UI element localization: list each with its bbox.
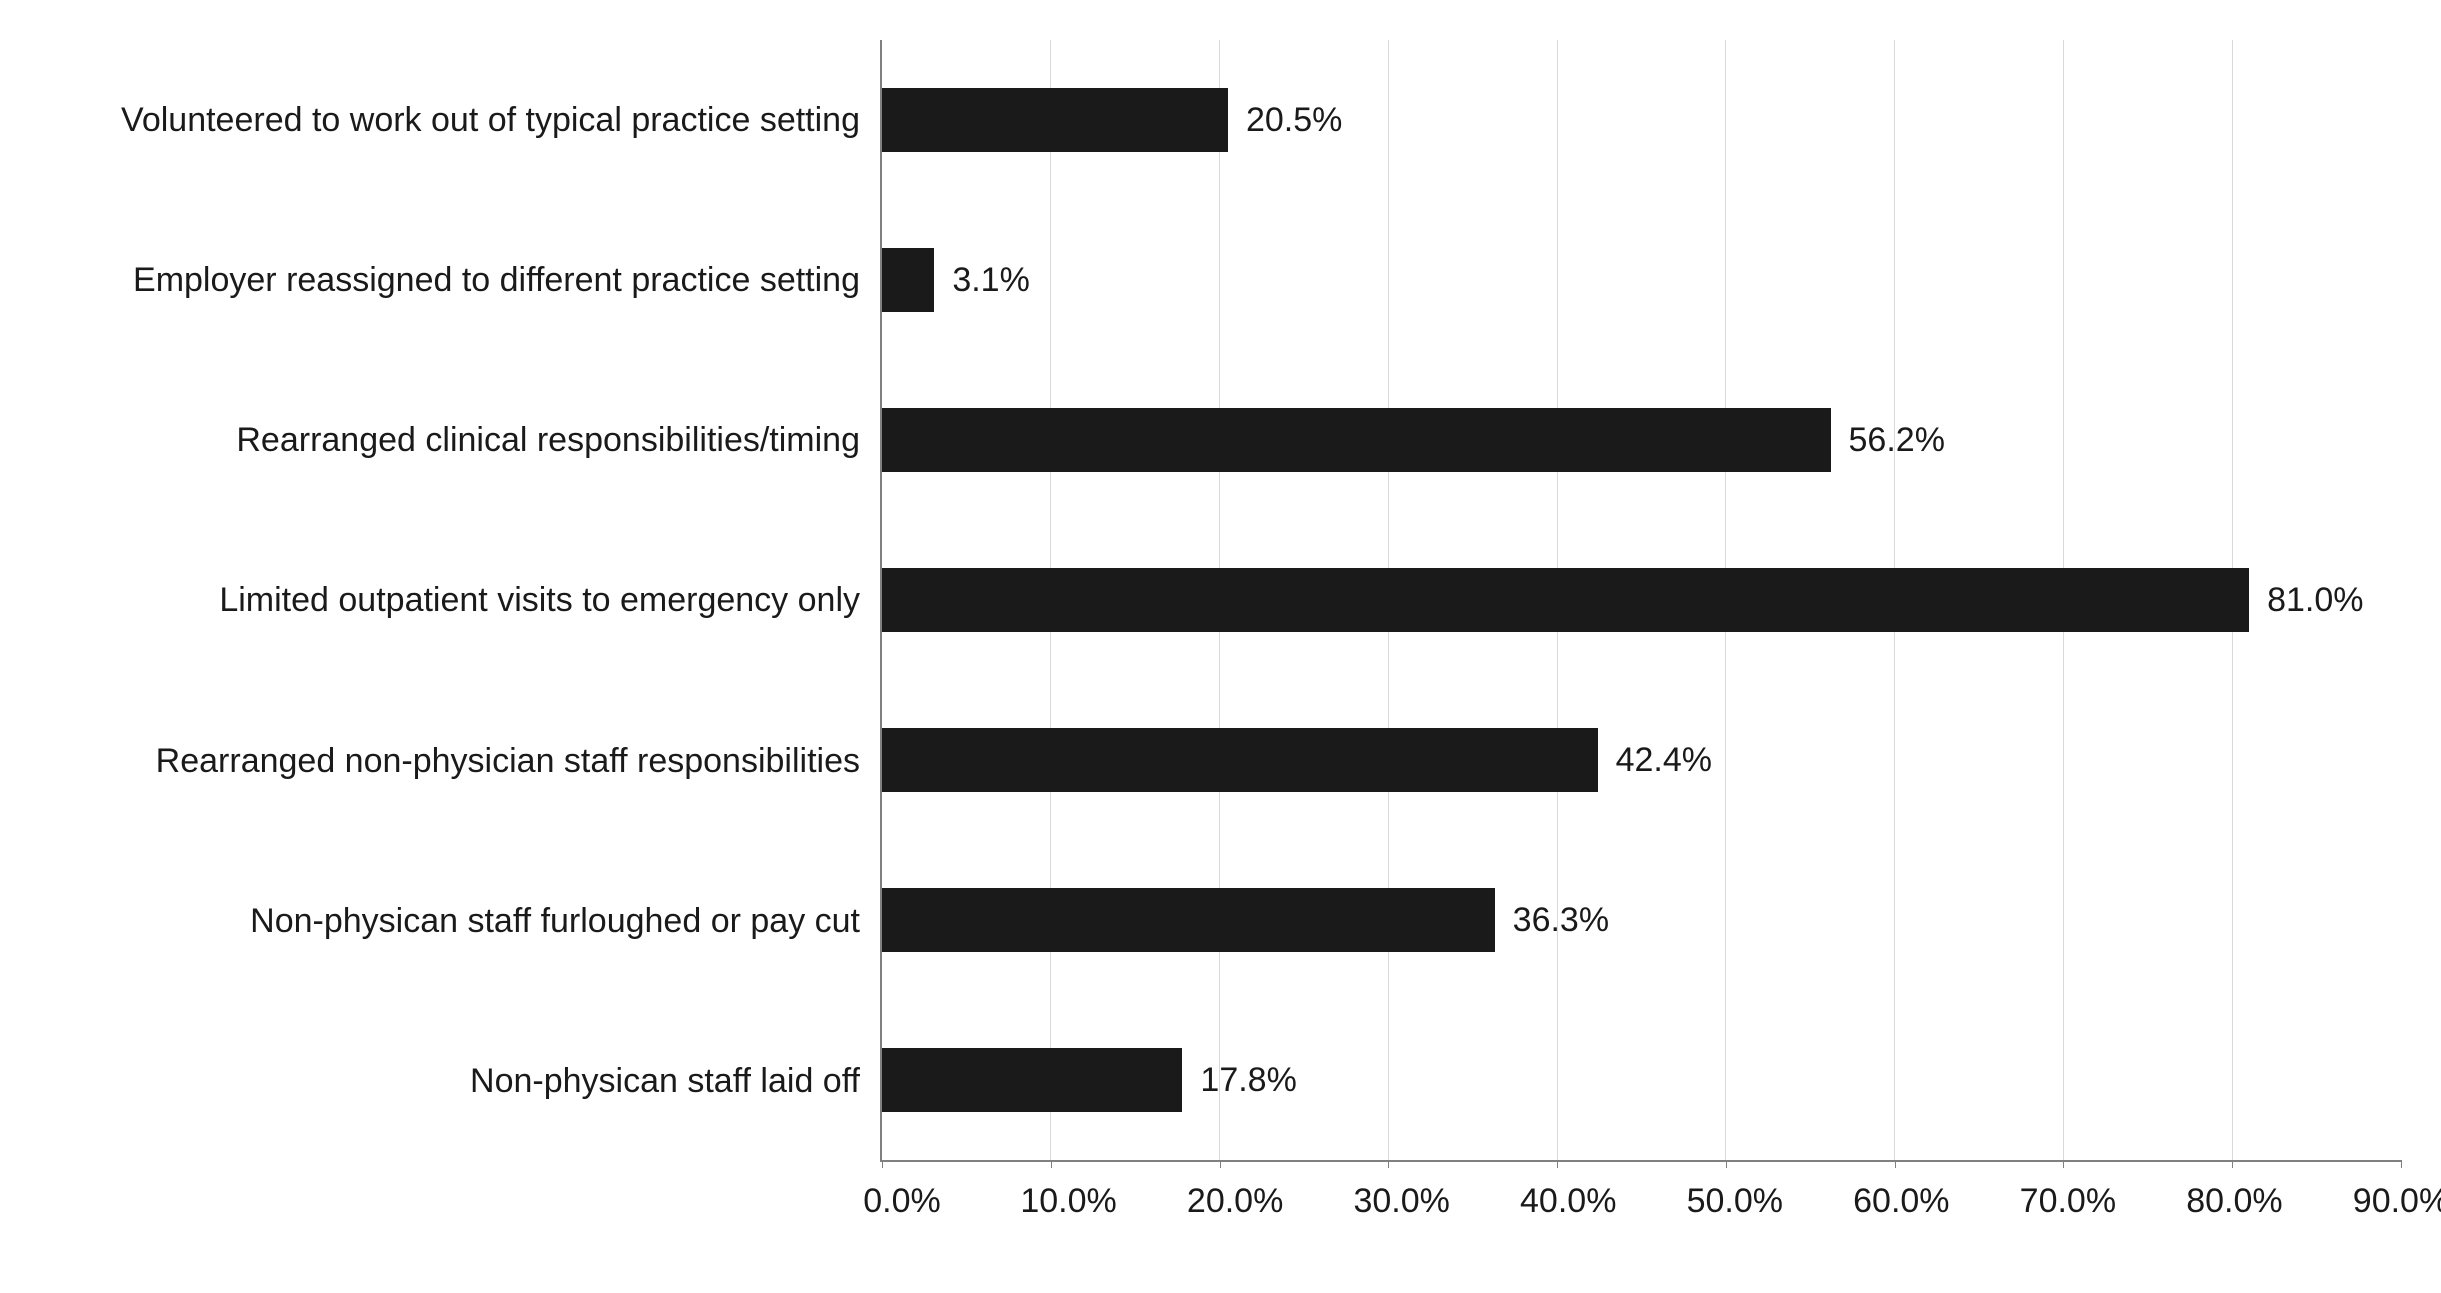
bar bbox=[882, 1048, 1182, 1112]
bar bbox=[882, 728, 1598, 792]
bar bbox=[882, 888, 1495, 952]
x-tick-label: 80.0% bbox=[2186, 1182, 2282, 1221]
bar-value-label: 36.3% bbox=[1513, 901, 1609, 940]
bar-row: 20.5% bbox=[882, 40, 2401, 200]
x-axis-spacer bbox=[40, 1174, 902, 1224]
bar bbox=[882, 248, 934, 312]
x-tick-label: 70.0% bbox=[2020, 1182, 2116, 1221]
x-tick-label: 10.0% bbox=[1020, 1182, 1116, 1221]
x-tick-mark bbox=[2401, 1160, 2402, 1168]
y-axis-label: Rearranged clinical responsibilities/tim… bbox=[40, 361, 860, 521]
bar bbox=[882, 568, 2249, 632]
horizontal-bar-chart: Volunteered to work out of typical pract… bbox=[40, 40, 2401, 1224]
x-tick-label: 60.0% bbox=[1853, 1182, 1949, 1221]
bar-value-label: 81.0% bbox=[2267, 581, 2363, 620]
y-axis-label: Volunteered to work out of typical pract… bbox=[40, 40, 860, 200]
x-tick-mark bbox=[1726, 1160, 1727, 1168]
bar-row: 17.8% bbox=[882, 1000, 2401, 1160]
x-tick-mark bbox=[1895, 1160, 1896, 1168]
bar bbox=[882, 408, 1831, 472]
bar-row: 3.1% bbox=[882, 200, 2401, 360]
x-tick-mark bbox=[1557, 1160, 1558, 1168]
bar-row: 56.2% bbox=[882, 360, 2401, 520]
x-tick-mark bbox=[882, 1160, 883, 1168]
bar-value-label: 42.4% bbox=[1616, 741, 1712, 780]
x-tick-label: 50.0% bbox=[1687, 1182, 1783, 1221]
x-tick-mark bbox=[1220, 1160, 1221, 1168]
y-axis-label: Employer reassigned to different practic… bbox=[40, 200, 860, 360]
x-axis: 0.0% 10.0% 20.0% 30.0% 40.0% 50.0% 60.0% 70.0% 8… bbox=[40, 1174, 2401, 1224]
x-tick-label: 30.0% bbox=[1353, 1182, 1449, 1221]
bars-group: 20.5% 3.1% 56.2% 81.0% 42.4% 36.3% 17.8% bbox=[882, 40, 2401, 1160]
plot-area: 20.5% 3.1% 56.2% 81.0% 42.4% 36.3% 17.8% bbox=[880, 40, 2401, 1162]
y-axis-label: Rearranged non-physician staff responsib… bbox=[40, 681, 860, 841]
y-axis-label: Non-physican staff laid off bbox=[40, 1002, 860, 1162]
bar-value-label: 56.2% bbox=[1849, 421, 1945, 460]
y-axis-label: Limited outpatient visits to emergency o… bbox=[40, 521, 860, 681]
bar-value-label: 3.1% bbox=[952, 261, 1030, 300]
x-tick-mark bbox=[1051, 1160, 1052, 1168]
x-tick-label: 90.0% bbox=[2353, 1182, 2441, 1221]
x-tick-label: 20.0% bbox=[1187, 1182, 1283, 1221]
bar-row: 81.0% bbox=[882, 520, 2401, 680]
bar-row: 42.4% bbox=[882, 680, 2401, 840]
chart-area: Volunteered to work out of typical pract… bbox=[40, 40, 2401, 1162]
bar-value-label: 20.5% bbox=[1246, 101, 1342, 140]
bar bbox=[882, 88, 1228, 152]
y-axis-labels: Volunteered to work out of typical pract… bbox=[40, 40, 880, 1162]
x-tick-mark bbox=[1388, 1160, 1389, 1168]
bar-row: 36.3% bbox=[882, 840, 2401, 1000]
x-tick-label: 0.0% bbox=[863, 1182, 941, 1221]
x-tick-label: 40.0% bbox=[1520, 1182, 1616, 1221]
x-axis-ticks: 0.0%10.0%20.0%30.0%40.0%50.0%60.0%70.0%8… bbox=[902, 1174, 2401, 1224]
x-tick-mark bbox=[2232, 1160, 2233, 1168]
y-axis-label: Non-physican staff furloughed or pay cut bbox=[40, 842, 860, 1002]
x-tick-mark bbox=[2063, 1160, 2064, 1168]
bar-value-label: 17.8% bbox=[1200, 1061, 1296, 1100]
